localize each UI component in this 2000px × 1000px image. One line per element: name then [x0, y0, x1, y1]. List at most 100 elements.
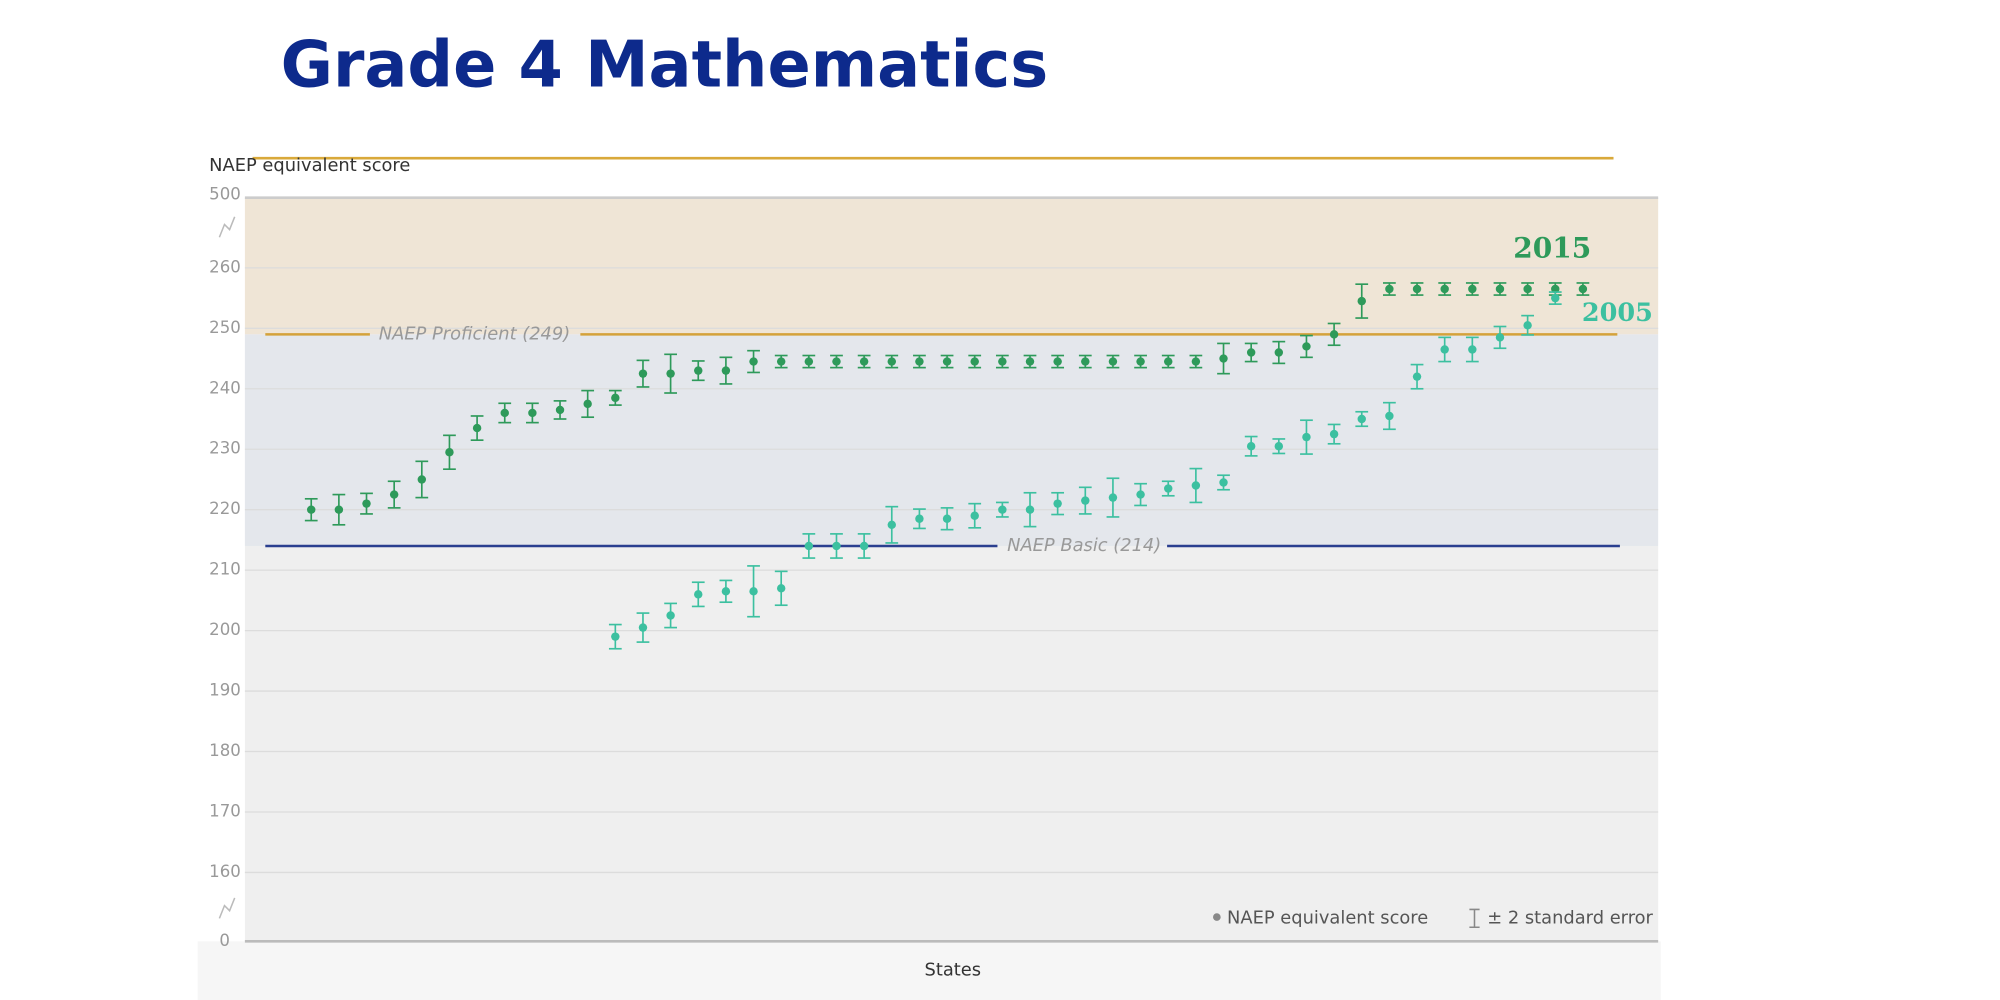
point — [389, 490, 399, 499]
point — [1191, 481, 1201, 490]
point — [1108, 493, 1118, 502]
point — [1108, 357, 1118, 366]
legend-label: ± 2 standard error — [1487, 907, 1653, 928]
point — [1468, 345, 1477, 354]
slide-title: Grade 4 Mathematics — [281, 28, 1049, 102]
x-axis-band — [197, 941, 1661, 1000]
point — [611, 393, 620, 403]
point — [832, 357, 841, 366]
point — [500, 408, 509, 418]
point — [1468, 284, 1477, 294]
point — [776, 357, 786, 366]
point — [611, 632, 620, 641]
point — [1025, 357, 1035, 366]
y-tick-label: 160 — [209, 862, 241, 881]
threshold-label: NAEP Proficient (249) — [379, 323, 571, 344]
point — [915, 514, 924, 523]
point — [1412, 284, 1422, 294]
point — [1302, 432, 1311, 442]
series-annotation: 2015 — [1513, 232, 1591, 265]
point — [1136, 357, 1145, 366]
point — [472, 423, 482, 433]
point — [666, 369, 675, 378]
point — [1053, 357, 1062, 366]
point — [1578, 284, 1588, 294]
point — [1412, 372, 1422, 381]
point — [1357, 414, 1366, 424]
point — [804, 541, 814, 551]
y-tick-label: 170 — [209, 801, 241, 820]
point — [859, 357, 869, 366]
point — [1081, 357, 1090, 366]
point — [749, 357, 758, 366]
point — [721, 587, 731, 596]
y-tick-label: 220 — [209, 499, 241, 518]
point — [1246, 348, 1256, 357]
legend-marker — [1469, 908, 1480, 929]
y-tick-label: 0 — [219, 931, 230, 950]
point — [1302, 342, 1311, 351]
point — [1219, 478, 1228, 487]
y-tick-label: 210 — [209, 560, 241, 579]
point — [942, 514, 952, 523]
threshold-label: NAEP Basic (214) — [1007, 535, 1161, 556]
zone-below — [244, 545, 1659, 942]
point — [1053, 499, 1062, 508]
y-tick-label: 180 — [209, 741, 241, 760]
point — [1164, 484, 1173, 493]
point — [1164, 357, 1173, 366]
point — [334, 505, 344, 514]
point — [1219, 354, 1228, 363]
point — [1274, 442, 1284, 451]
point — [1329, 330, 1339, 339]
point — [307, 505, 316, 514]
point — [804, 357, 814, 366]
legend-marker — [1213, 913, 1221, 921]
point — [1551, 284, 1560, 294]
zone-proficient — [244, 197, 1659, 335]
axis-break — [218, 216, 236, 238]
point — [1357, 296, 1366, 306]
point — [859, 541, 869, 551]
legend-label: NAEP equivalent score — [1227, 907, 1428, 928]
point — [915, 357, 924, 366]
point — [749, 587, 758, 596]
point — [998, 505, 1007, 514]
point — [1523, 284, 1532, 294]
x-axis-title: States — [925, 960, 982, 981]
point — [1329, 429, 1339, 439]
point — [694, 590, 703, 599]
point — [970, 357, 979, 366]
y-tick-label: 260 — [209, 257, 241, 276]
y-tick-label: 200 — [209, 620, 241, 639]
point — [1274, 348, 1284, 357]
point — [1495, 284, 1505, 294]
axis-break — [218, 897, 236, 919]
point — [998, 357, 1007, 366]
point — [528, 408, 537, 418]
point — [1551, 293, 1560, 303]
point — [1440, 284, 1449, 294]
series-annotation: 2005 — [1582, 298, 1653, 328]
point — [1385, 411, 1394, 421]
point — [362, 499, 371, 508]
point — [1081, 496, 1090, 505]
point — [832, 541, 841, 551]
y-tick-label: 190 — [209, 681, 241, 700]
point — [666, 611, 675, 620]
point — [638, 623, 648, 632]
point — [1385, 284, 1394, 294]
point — [1495, 333, 1505, 342]
y-tick-label: 230 — [209, 439, 241, 458]
point — [638, 369, 648, 378]
point — [583, 399, 592, 409]
point — [555, 405, 565, 415]
point — [1136, 490, 1145, 499]
point — [1440, 345, 1449, 354]
point — [1025, 505, 1035, 514]
y-tick-label: 500 — [209, 185, 241, 204]
y-tick-label: 240 — [209, 378, 241, 397]
point — [776, 584, 786, 593]
point — [445, 448, 454, 457]
